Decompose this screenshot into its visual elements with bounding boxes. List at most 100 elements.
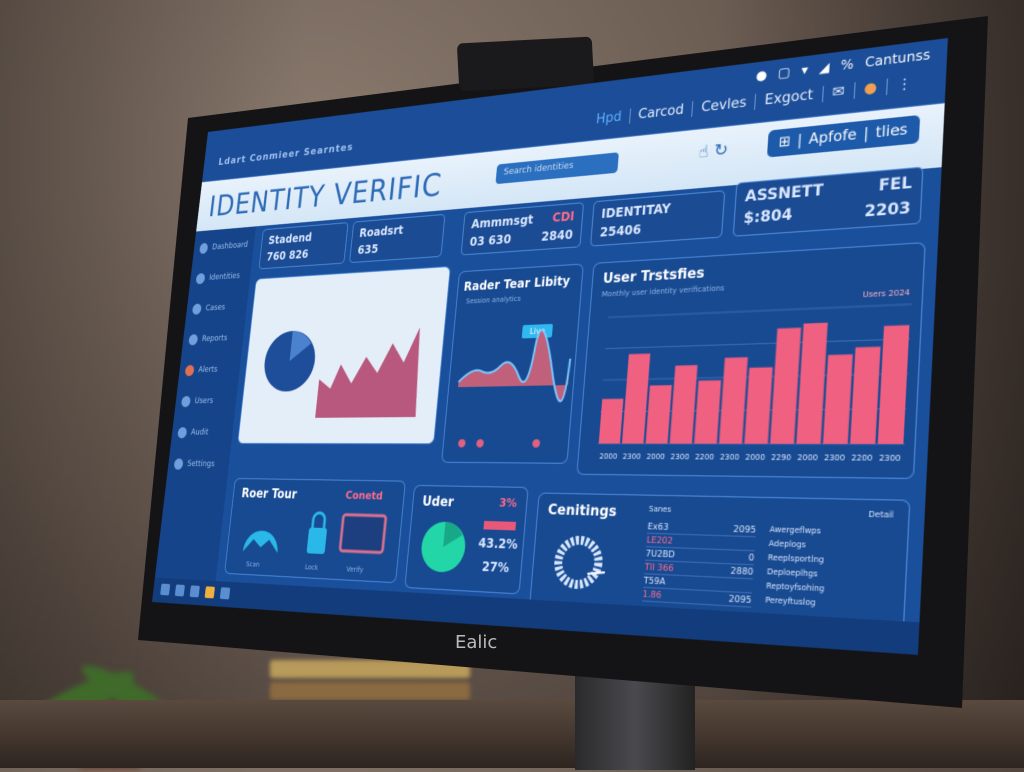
row-value — [755, 537, 756, 550]
apply-button[interactable]: Apfofe — [808, 126, 858, 149]
settings-table: Ex63 2095 LE202 7U2BD 0 TII 366 2880 T59A 1.86 20… — [642, 520, 757, 608]
marker — [457, 439, 466, 448]
bar[interactable] — [669, 365, 698, 444]
row-label: TII 366 — [644, 561, 674, 574]
sidebar-item[interactable]: Reports — [187, 325, 238, 353]
donut-gauge — [540, 494, 650, 609]
bar[interactable] — [645, 385, 672, 444]
start-icon[interactable] — [160, 583, 171, 596]
stat-card[interactable]: Roadsrt 635 — [349, 213, 446, 264]
nav-icon — [173, 458, 184, 470]
pie-slice — [419, 521, 468, 574]
top-left-menu[interactable]: Ldart Conmieer Searntes — [217, 140, 354, 168]
app-icon[interactable] — [189, 585, 200, 598]
bar[interactable] — [719, 357, 748, 444]
app-icon[interactable] — [219, 587, 231, 600]
x-tick-label: 2000 — [745, 454, 766, 463]
user-panel: Uder 3% 43.2% 27% — [404, 484, 529, 595]
header-icons: ☝ ↻ — [698, 139, 729, 162]
x-tick-label: 2300 — [720, 454, 741, 463]
nav-icon — [180, 395, 191, 408]
nav-icon — [188, 334, 199, 346]
lock-icon — [306, 527, 328, 555]
bar[interactable] — [694, 380, 722, 444]
scan-icon — [242, 530, 280, 553]
sidebar-item[interactable]: Audit — [176, 420, 228, 446]
x-tick-label: 2200 — [695, 454, 716, 463]
sidebar-item[interactable]: Alerts — [184, 356, 235, 383]
bar[interactable] — [744, 367, 773, 444]
row-value — [752, 579, 753, 592]
tab-home[interactable]: Hpd — [595, 109, 623, 128]
refresh-icon[interactable]: ↻ — [713, 138, 729, 161]
webcam — [456, 36, 595, 92]
x-tick-label: 2300 — [670, 453, 690, 462]
marker — [476, 439, 485, 448]
bar[interactable] — [598, 398, 624, 444]
mail-icon[interactable]: ✉ — [821, 82, 855, 103]
line-chart-panel: Rader Tear Libity Session analytics Live — [441, 263, 584, 464]
nav-icon — [184, 364, 195, 377]
row-label: 7U2BD — [645, 548, 676, 560]
bar-chart-panel: User Trstsfies Monthly user identity ver… — [576, 241, 926, 480]
x-tick-label: 2290 — [771, 454, 793, 463]
marker — [532, 439, 541, 448]
nav-icon — [177, 427, 188, 439]
x-tick-label: 2300 — [879, 454, 902, 464]
header-actions: ⊞ | Apfofe | tlies — [766, 114, 921, 158]
app-icon[interactable] — [174, 584, 185, 597]
sidebar-item[interactable]: Identities — [195, 263, 246, 291]
sidebar-item[interactable]: Dashboard — [198, 232, 249, 261]
desk — [0, 700, 1024, 768]
row-value: 0 — [748, 552, 755, 564]
x-tick-label: 2000 — [646, 453, 666, 462]
row-label: LE202 — [646, 534, 674, 546]
row-label: T59A — [643, 575, 666, 587]
nav-icon — [195, 273, 206, 285]
sidebar-item[interactable]: Settings — [173, 451, 225, 478]
x-tick-label: 2000 — [797, 454, 819, 463]
app-icon[interactable] — [204, 586, 215, 599]
nav-icon — [199, 242, 209, 255]
nav-icon — [191, 303, 202, 315]
x-tick-label: 2000 — [599, 453, 618, 462]
files-button[interactable]: tlies — [875, 121, 908, 142]
overview-chart-panel — [237, 265, 451, 445]
stat-card[interactable]: Ammmsgt CDI 03 630 2840 — [460, 202, 585, 256]
row-value: 2095 — [732, 523, 757, 536]
line-chart — [442, 264, 584, 448]
x-tick-label: 2200 — [851, 454, 874, 463]
settings-legend: Awergeflwps Adeplogs Reeplsportlng Deploepl… — [765, 524, 901, 616]
battery-icon: % — [840, 56, 855, 74]
verify-box[interactable] — [340, 515, 386, 553]
tab-cases[interactable]: Carcod — [628, 101, 693, 124]
red-tag — [483, 520, 517, 531]
more-icon[interactable]: ⋮ — [885, 74, 923, 96]
stat-card-identity[interactable]: IDENTITAY 25406 — [590, 190, 726, 247]
bar[interactable] — [796, 322, 828, 444]
bar[interactable] — [822, 354, 853, 444]
tab-devices[interactable]: Cevles — [691, 93, 756, 117]
account-label[interactable]: Cantunss — [864, 46, 931, 71]
bar[interactable] — [850, 346, 881, 444]
gridline — [608, 304, 912, 317]
filter-icon[interactable]: ⊞ — [778, 133, 792, 152]
line-series — [457, 329, 573, 403]
monitor-screen: Ldart Conmieer Searntes ● ▢ ▾ ◢ % Cantun… — [151, 37, 948, 655]
row-value: 2880 — [730, 565, 754, 578]
monitor-stand — [575, 670, 695, 770]
overview-chart — [261, 327, 425, 418]
bar[interactable] — [877, 325, 910, 445]
notification-icon[interactable]: ● — [853, 78, 887, 99]
security-panel: Roer Tour Conetd Scan Lock Verify — [224, 477, 406, 584]
touch-icon[interactable]: ☝ — [697, 140, 710, 162]
tab-export[interactable]: Exgoct — [754, 86, 823, 110]
monitor-brand: Ealic — [455, 632, 497, 653]
bar[interactable] — [621, 353, 651, 444]
sidebar-item[interactable]: Cases — [191, 294, 242, 322]
stat-card[interactable]: Stadend 760 826 — [258, 222, 349, 270]
sidebar-item[interactable]: Users — [180, 388, 231, 415]
bar[interactable] — [770, 327, 802, 444]
search-input[interactable]: Search identities — [495, 152, 619, 185]
signal-icon: ◢ — [818, 59, 830, 76]
